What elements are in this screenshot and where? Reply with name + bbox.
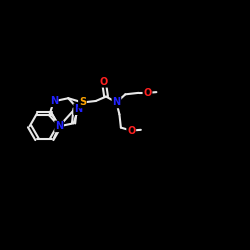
- Text: N: N: [50, 96, 58, 106]
- Text: N: N: [55, 121, 63, 131]
- Text: O: O: [100, 77, 108, 87]
- Text: N: N: [112, 98, 120, 108]
- Text: O: O: [143, 88, 152, 98]
- Text: S: S: [79, 98, 86, 108]
- Text: N: N: [74, 104, 82, 114]
- Text: O: O: [127, 126, 135, 136]
